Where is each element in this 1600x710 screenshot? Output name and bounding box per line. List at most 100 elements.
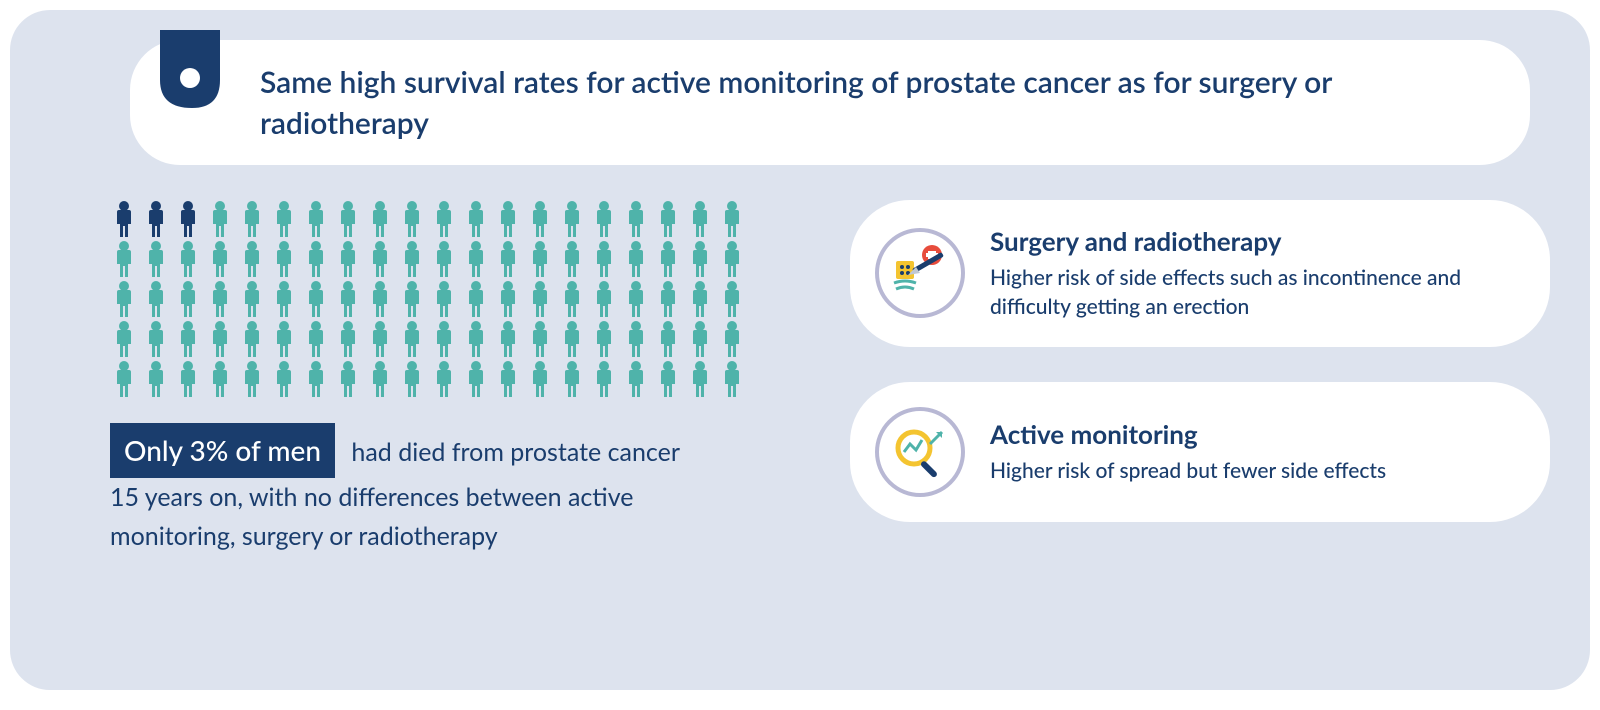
person-icon (462, 280, 490, 318)
stat-highlight: Only 3% of men (110, 423, 335, 478)
person-icon (686, 240, 714, 278)
person-icon (238, 360, 266, 398)
person-icon (142, 200, 170, 238)
person-icon (366, 280, 394, 318)
header-pill: Same high survival rates for active moni… (130, 40, 1530, 165)
person-icon (590, 240, 618, 278)
person-icon (206, 360, 234, 398)
person-icon (622, 320, 650, 358)
person-icon (334, 280, 362, 318)
person-icon (206, 280, 234, 318)
header-title: Same high survival rates for active moni… (260, 62, 1470, 143)
person-icon (430, 240, 458, 278)
person-icon (302, 280, 330, 318)
person-icon (558, 240, 586, 278)
person-icon (654, 200, 682, 238)
box-title: Surgery and radiotherapy (990, 225, 1510, 257)
person-icon (238, 200, 266, 238)
person-icon (526, 280, 554, 318)
person-icon (494, 240, 522, 278)
person-icon (110, 240, 138, 278)
person-icon (270, 200, 298, 238)
person-icon (174, 280, 202, 318)
person-icon (686, 320, 714, 358)
person-icon (494, 360, 522, 398)
box-title: Active monitoring (990, 418, 1386, 450)
person-icon (462, 200, 490, 238)
person-icon (558, 200, 586, 238)
info-text-monitoring: Active monitoring Higher risk of spread … (990, 418, 1386, 485)
person-icon (334, 360, 362, 398)
person-icon (654, 320, 682, 358)
people-pictograph (110, 200, 750, 398)
left-column: Only 3% of men had died from prostate ca… (50, 200, 810, 556)
person-icon (302, 240, 330, 278)
person-icon (334, 200, 362, 238)
person-icon (206, 320, 234, 358)
person-icon (430, 280, 458, 318)
person-icon (622, 360, 650, 398)
person-icon (590, 280, 618, 318)
person-icon (270, 240, 298, 278)
person-icon (174, 360, 202, 398)
person-icon (494, 200, 522, 238)
person-icon (622, 200, 650, 238)
person-icon (398, 320, 426, 358)
person-icon (622, 280, 650, 318)
person-icon (590, 360, 618, 398)
person-icon (206, 200, 234, 238)
person-icon (526, 360, 554, 398)
person-icon (110, 360, 138, 398)
person-icon (110, 280, 138, 318)
person-icon (334, 320, 362, 358)
info-pill-surgery: Surgery and radiotherapy Higher risk of … (850, 200, 1550, 347)
person-icon (686, 200, 714, 238)
monitoring-icon (875, 407, 965, 497)
person-icon (270, 320, 298, 358)
person-icon (430, 320, 458, 358)
box-body: Higher risk of side effects such as inco… (990, 263, 1510, 322)
person-icon (334, 240, 362, 278)
person-icon (654, 280, 682, 318)
person-icon (270, 280, 298, 318)
infographic-card: Same high survival rates for active moni… (10, 10, 1590, 690)
person-icon (142, 240, 170, 278)
person-icon (142, 280, 170, 318)
person-icon (718, 280, 746, 318)
person-icon (718, 240, 746, 278)
person-icon (398, 280, 426, 318)
person-icon (654, 240, 682, 278)
person-icon (494, 280, 522, 318)
person-icon (142, 360, 170, 398)
person-icon (494, 320, 522, 358)
person-icon (558, 320, 586, 358)
person-icon (366, 360, 394, 398)
content-area: Only 3% of men had died from prostate ca… (50, 200, 1550, 556)
person-icon (238, 320, 266, 358)
person-icon (302, 320, 330, 358)
person-icon (174, 200, 202, 238)
person-icon (270, 360, 298, 398)
person-icon (718, 320, 746, 358)
person-icon (110, 320, 138, 358)
person-icon (526, 240, 554, 278)
person-icon (462, 320, 490, 358)
person-icon (526, 320, 554, 358)
surgery-icon (875, 228, 965, 318)
person-icon (526, 200, 554, 238)
person-icon (398, 200, 426, 238)
person-icon (366, 320, 394, 358)
person-icon (590, 200, 618, 238)
person-icon (398, 240, 426, 278)
person-icon (686, 280, 714, 318)
person-icon (174, 240, 202, 278)
person-icon (590, 320, 618, 358)
person-icon (366, 200, 394, 238)
person-icon (366, 240, 394, 278)
person-icon (174, 320, 202, 358)
person-icon (206, 240, 234, 278)
person-icon (430, 360, 458, 398)
person-icon (302, 200, 330, 238)
person-icon (142, 320, 170, 358)
person-icon (462, 360, 490, 398)
